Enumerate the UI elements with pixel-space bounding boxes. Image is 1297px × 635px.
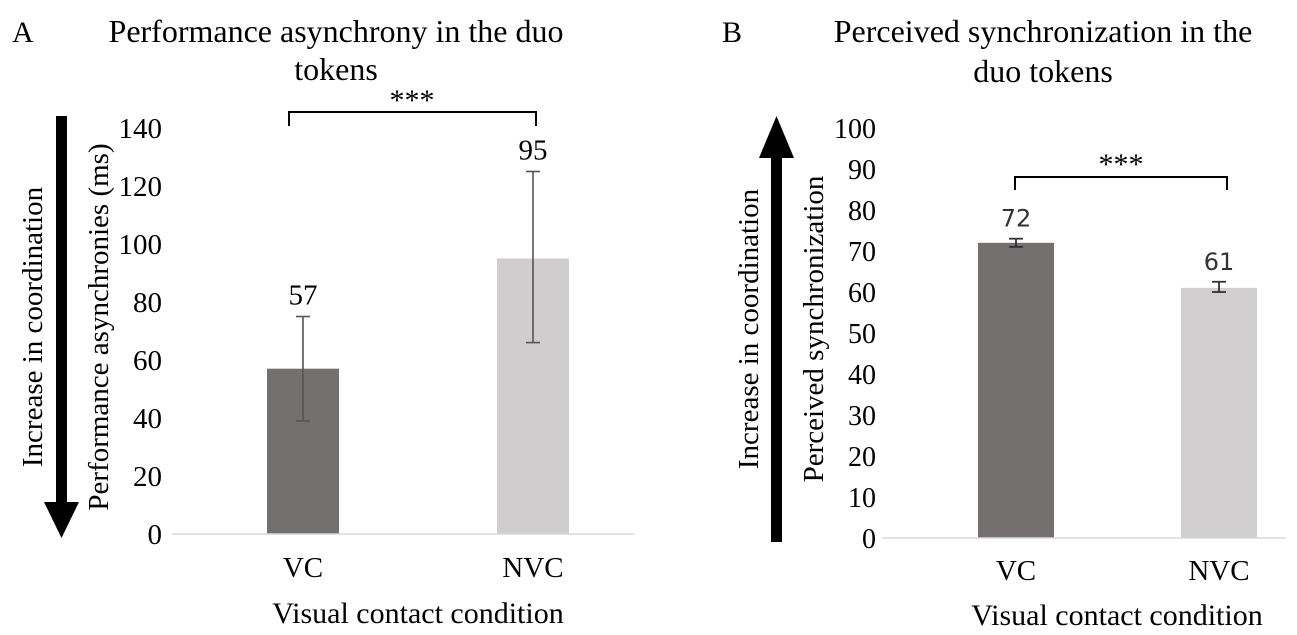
panel-a-significance: ***: [288, 84, 537, 126]
panel-b-y-tick-label: 20: [848, 442, 876, 473]
panel-a-arrow-head: [44, 502, 79, 538]
panel-b-significance-stars: ***: [1099, 148, 1144, 181]
panel-b-y-tick-label: 30: [848, 401, 876, 432]
panel-a-y-tick-label: 0: [148, 519, 163, 551]
panel-b-bar-vc: [978, 242, 1054, 539]
panel-a-y-tick-label: 80: [133, 287, 162, 319]
panel-b-x-tick-label: NVC: [1188, 555, 1249, 587]
panel-b-y-tick-label: 0: [862, 524, 876, 555]
panel-a-coordination-arrow: [44, 116, 79, 538]
panel-a: A Performance asynchrony in the duo toke…: [12, 13, 634, 630]
panel-b-title-line-2: duo tokens: [973, 53, 1113, 89]
panel-b-coordination-arrow: [759, 116, 794, 542]
panel-b-y-tick-label: 80: [848, 196, 876, 227]
panel-a-y-tick-label: 140: [119, 113, 163, 145]
panel-a-x-axis-label: Visual contact condition: [272, 597, 563, 630]
panel-b-letter: B: [722, 16, 742, 49]
panel-a-y-tick-label: 40: [133, 403, 162, 435]
panel-b-y-tick-label: 90: [848, 155, 876, 186]
panel-b-x-axis-label: Visual contact condition: [971, 599, 1262, 630]
panel-a-title-line-1: Performance asynchrony in the duo: [109, 13, 564, 49]
panel-b-y-axis-label: Perceived synchronization: [798, 175, 830, 482]
panel-a-significance-bracket: [288, 111, 537, 126]
panel-b-significance-bracket: [1014, 176, 1228, 190]
panel-a-letter: A: [12, 16, 34, 49]
panel-b-bar-nvc: [1181, 287, 1257, 538]
panel-b-y-tick-label: 40: [848, 360, 876, 391]
panel-b-data-label-vc: 72: [1001, 205, 1032, 233]
panel-b-significance: ***: [1014, 148, 1228, 190]
panel-b-y-tick-label: 70: [848, 237, 876, 268]
panel-a-data-label-nvc: 95: [519, 135, 548, 167]
panel-a-significance-stars: ***: [390, 84, 435, 117]
panel-a-y-tick-label: 20: [133, 461, 162, 493]
panel-a-data-label-vc: 57: [289, 280, 318, 312]
panel-b-arrow-shaft: [771, 156, 782, 542]
panel-a-y-axis-label: Performance asynchronies (ms): [83, 143, 115, 510]
panel-b-x-tick-label: VC: [996, 555, 1036, 587]
panel-a-arrow-label: Increase in coordination: [17, 186, 49, 467]
panel-b-data-label-nvc: 61: [1204, 248, 1235, 276]
panel-a-title-line-2: tokens: [294, 51, 378, 87]
panel-b-y-tick-label: 100: [834, 114, 876, 145]
panel-b-arrow-head: [759, 116, 794, 158]
panel-a-y-tick-label: 120: [119, 171, 163, 203]
panel-b-plot: 0 10 20 30 40 50 60 70 80 90 100 72 VC 61 NVC: [834, 114, 1286, 587]
panel-b-y-tick-label: 60: [848, 278, 876, 309]
panel-a-y-tick-label: 60: [133, 345, 162, 377]
panel-a-x-tick-label: NVC: [502, 552, 563, 584]
panel-b-y-tick-label: 10: [848, 483, 876, 514]
panel-a-x-tick-label: VC: [283, 552, 323, 584]
panel-b-arrow-label: Increase in coordination: [733, 188, 765, 469]
panel-b: B Perceived synchronization in the duo t…: [722, 13, 1286, 632]
panel-a-y-tick-label: 100: [119, 229, 163, 261]
panel-a-plot: 0 20 40 60 80 100 120 140 57 VC 95 NVC: [119, 113, 634, 584]
panel-b-y-tick-label: 50: [848, 319, 876, 350]
panel-b-title-line-1: Perceived synchronization in the: [834, 13, 1253, 49]
panel-a-arrow-shaft: [56, 116, 67, 504]
